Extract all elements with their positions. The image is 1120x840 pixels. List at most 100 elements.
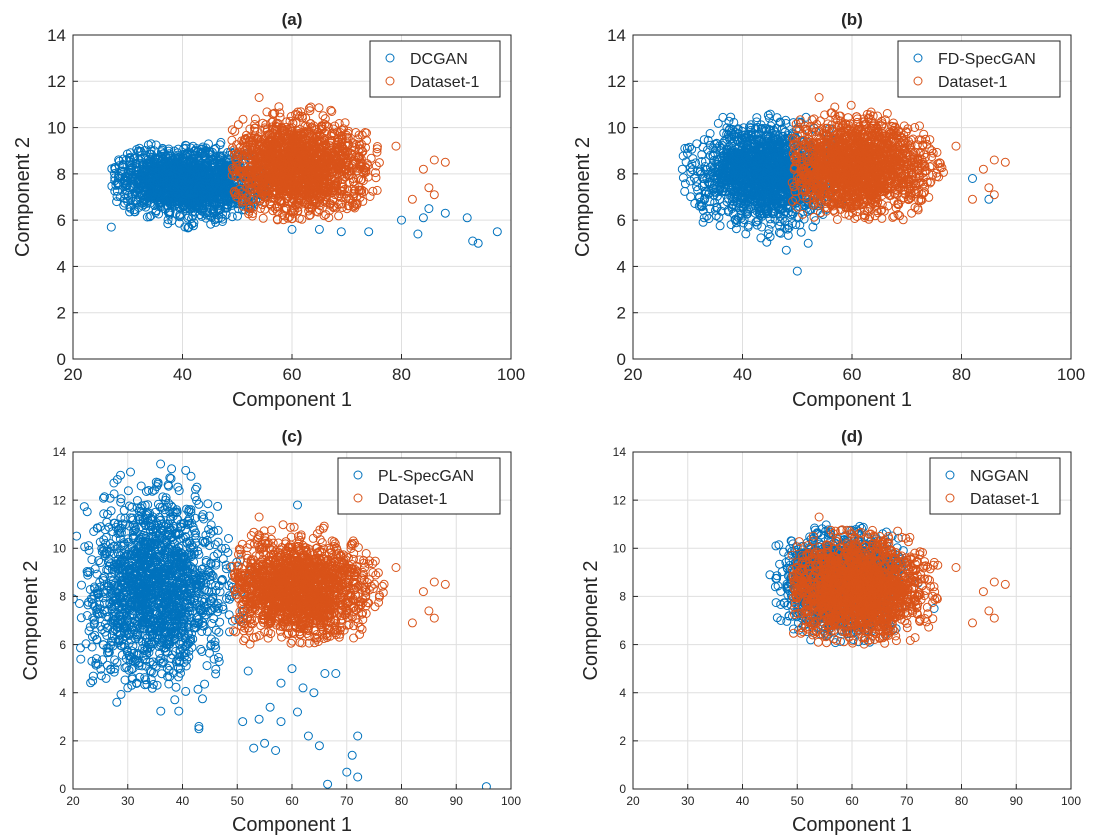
chart-title: (a): [282, 10, 303, 29]
data-point: [418, 213, 428, 223]
data-point: [115, 192, 125, 202]
data-point: [216, 137, 226, 147]
data-point: [198, 148, 208, 158]
data-point: [114, 155, 124, 165]
data-point: [164, 171, 174, 181]
data-point: [280, 205, 289, 215]
x-tick-label: 40: [173, 365, 192, 384]
data-point: [149, 146, 159, 156]
data-point: [222, 200, 232, 210]
data-point: [110, 164, 120, 174]
data-point: [207, 193, 217, 203]
data-point: [244, 203, 254, 213]
y-axis-label: Component 2: [12, 137, 34, 257]
data-point: [169, 159, 179, 169]
data-point: [192, 174, 202, 184]
data-point: [120, 194, 130, 204]
data-point: [161, 151, 171, 161]
data-point: [238, 201, 248, 211]
data-point: [155, 152, 165, 162]
data-point: [161, 170, 171, 180]
y-tick-label: 6: [57, 211, 66, 230]
y-tick-label: 12: [47, 72, 66, 91]
data-point: [232, 165, 242, 175]
x-tick-label: 60: [283, 365, 302, 384]
data-point: [148, 171, 158, 181]
data-point: [215, 159, 225, 168]
y-tick-label: 14: [47, 26, 66, 45]
data-point: [126, 148, 135, 158]
y-tick-label: 0: [57, 350, 66, 369]
data-point: [174, 218, 184, 228]
data-point: [227, 125, 237, 135]
data-point: [314, 224, 324, 234]
data-point: [181, 143, 191, 153]
data-point: [468, 236, 478, 246]
data-point: [250, 120, 260, 129]
data-point: [134, 170, 144, 180]
data-point: [125, 153, 135, 162]
data-point: [215, 153, 225, 163]
x-tick-label: 20: [64, 365, 83, 384]
data-point: [136, 189, 146, 198]
data-point: [125, 156, 135, 166]
data-point: [189, 221, 198, 231]
y-tick-label: 8: [57, 165, 66, 184]
series-dataset-1: [227, 93, 450, 225]
data-point: [144, 183, 154, 192]
data-point: [424, 204, 434, 214]
data-point: [198, 169, 208, 178]
data-point: [145, 212, 155, 222]
legend-label: Dataset-1: [410, 74, 479, 91]
data-point: [120, 176, 130, 186]
data-point: [205, 150, 215, 160]
data-point: [170, 153, 180, 163]
data-point: [196, 174, 206, 184]
data-point: [213, 174, 223, 184]
data-point: [158, 162, 168, 172]
y-tick-label: 4: [57, 257, 66, 276]
data-point: [187, 182, 197, 192]
data-point: [233, 211, 242, 221]
data-point: [180, 177, 190, 187]
data-point: [362, 128, 371, 138]
data-point: [211, 217, 221, 227]
data-point: [204, 139, 213, 149]
data-point: [199, 199, 209, 209]
data-point: [208, 168, 218, 178]
data-point: [164, 191, 173, 201]
data-point: [286, 112, 296, 121]
data-point: [134, 180, 144, 189]
y-tick-label: 2: [57, 304, 66, 323]
data-point: [141, 159, 151, 169]
scatter-points: [106, 93, 502, 248]
data-point: [150, 178, 160, 188]
data-point: [106, 222, 116, 232]
data-point: [166, 190, 176, 199]
data-point: [189, 218, 199, 228]
data-point: [130, 189, 140, 199]
data-point: [318, 111, 328, 121]
data-point: [200, 208, 210, 218]
data-point: [184, 222, 194, 232]
x-axis-label: Component 1: [232, 389, 352, 411]
x-tick-label: 100: [497, 365, 525, 384]
data-point: [162, 183, 172, 193]
data-point: [198, 193, 208, 203]
data-point: [210, 213, 220, 223]
data-point: [187, 171, 197, 180]
data-point: [107, 164, 117, 174]
y-tick-label: 10: [47, 119, 66, 138]
data-point: [174, 203, 184, 213]
data-point: [190, 166, 200, 176]
data-point: [180, 163, 190, 173]
data-point: [163, 161, 173, 171]
data-point: [160, 204, 170, 214]
data-point: [216, 188, 226, 198]
data-point: [189, 146, 199, 156]
data-point: [320, 114, 330, 124]
data-point: [178, 191, 188, 200]
data-point: [154, 192, 164, 202]
